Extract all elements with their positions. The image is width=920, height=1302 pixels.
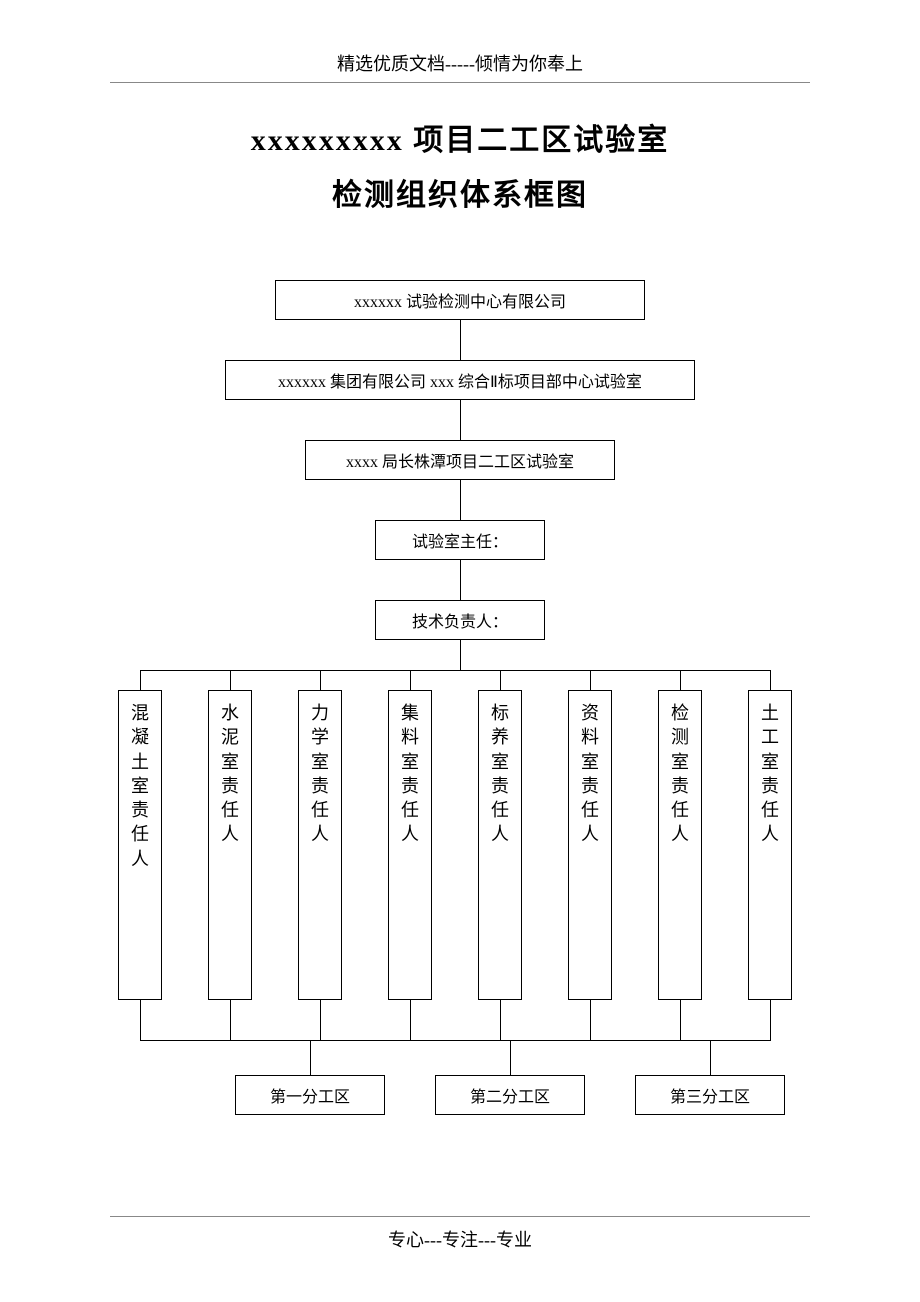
subarea-box-0: 第一分工区 — [235, 1075, 385, 1115]
room-box-1: 水泥室责任人 — [208, 690, 252, 1000]
page-header: 精选优质文档-----倾情为你奉上 — [0, 50, 920, 76]
room-box-7: 土工室责任人 — [748, 690, 792, 1000]
page: 精选优质文档-----倾情为你奉上 xxxxxxxxx 项目二工区试验室 检测组… — [0, 0, 920, 1302]
connector-top-4 — [460, 560, 461, 600]
drop-room-7 — [770, 670, 771, 690]
drop-room-4 — [500, 670, 501, 690]
room-box-3: 集料室责任人 — [388, 690, 432, 1000]
room-box-2: 力学室责任人 — [298, 690, 342, 1000]
room-box-6: 检测室责任人 — [658, 690, 702, 1000]
footer-rule — [110, 1216, 810, 1217]
room-box-0: 混凝土室责任人 — [118, 690, 162, 1000]
connector-top-to-rooms — [460, 640, 461, 670]
drop-room-bottom-2 — [320, 1000, 321, 1040]
drop-room-bottom-1 — [230, 1000, 231, 1040]
page-footer: 专心---专注---专业 — [0, 1226, 920, 1252]
connector-top-3 — [460, 480, 461, 520]
drop-room-2 — [320, 670, 321, 690]
drop-room-bottom-0 — [140, 1000, 141, 1040]
drop-room-bottom-7 — [770, 1000, 771, 1040]
subarea-box-2: 第三分工区 — [635, 1075, 785, 1115]
drop-room-1 — [230, 670, 231, 690]
drop-room-bottom-3 — [410, 1000, 411, 1040]
org-box-level-1: xxxxxx 集团有限公司 xxx 综合Ⅱ标项目部中心试验室 — [225, 360, 695, 400]
drop-room-5 — [590, 670, 591, 690]
org-box-level-3: 试验室主任： — [375, 520, 545, 560]
connector-top-2 — [460, 400, 461, 440]
hbar-rooms-bottom — [140, 1040, 771, 1041]
hbar-rooms-top — [140, 670, 771, 671]
drop-room-3 — [410, 670, 411, 690]
drop-subarea-1 — [510, 1040, 511, 1075]
drop-room-bottom-5 — [590, 1000, 591, 1040]
org-box-level-4: 技术负责人： — [375, 600, 545, 640]
drop-subarea-0 — [310, 1040, 311, 1075]
drop-room-6 — [680, 670, 681, 690]
org-box-level-0: xxxxxx 试验检测中心有限公司 — [275, 280, 645, 320]
drop-subarea-2 — [710, 1040, 711, 1075]
title-line-2: 检测组织体系框图 — [0, 170, 920, 214]
drop-room-bottom-4 — [500, 1000, 501, 1040]
title-line-1: xxxxxxxxx 项目二工区试验室 — [0, 115, 920, 159]
header-rule — [110, 82, 810, 83]
drop-room-0 — [140, 670, 141, 690]
connector-top-1 — [460, 320, 461, 360]
room-box-4: 标养室责任人 — [478, 690, 522, 1000]
drop-room-bottom-6 — [680, 1000, 681, 1040]
org-box-level-2: xxxx 局长株潭项目二工区试验室 — [305, 440, 615, 480]
subarea-box-1: 第二分工区 — [435, 1075, 585, 1115]
room-box-5: 资料室责任人 — [568, 690, 612, 1000]
